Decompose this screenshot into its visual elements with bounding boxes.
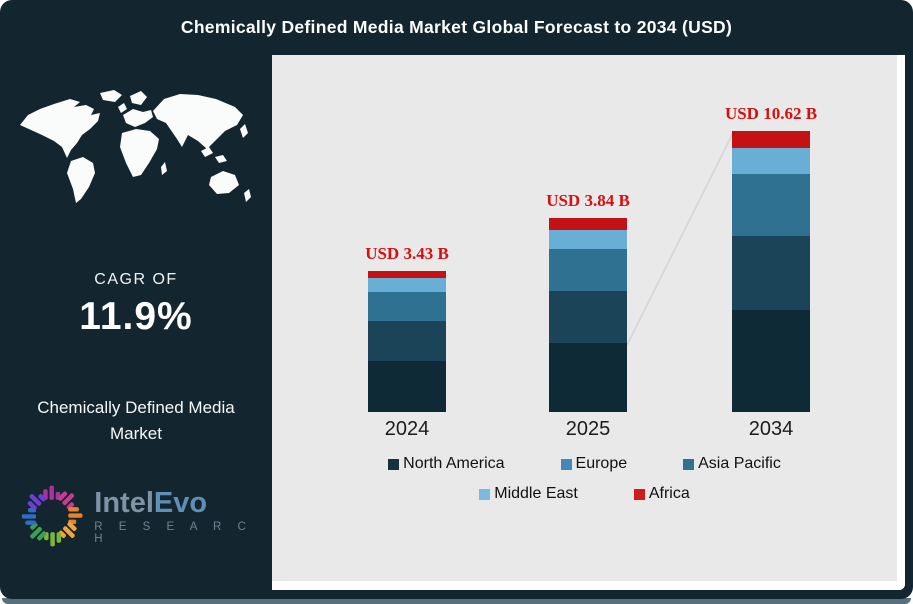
- brand-logo: IntelEvo R E S E A R C H: [20, 483, 272, 549]
- plot-area: USD 3.43 B 2024 USD 3.84 B 2025 USD 10.62 B 2…: [272, 55, 897, 581]
- legend-row-1: North America Europe Asia Pacific: [272, 455, 897, 473]
- legend-row-2: Middle East Africa: [272, 485, 897, 503]
- cagr-value: 11.9%: [79, 295, 193, 338]
- segment-2025-asia-pacific: [549, 249, 627, 291]
- legend-item-north-america: North America: [388, 455, 505, 473]
- chart-panel: USD 3.43 B 2024 USD 3.84 B 2025 USD 10.62 B 2…: [272, 55, 905, 590]
- legend-swatch-middle-east: [479, 488, 491, 500]
- legend-label-europe: Europe: [575, 455, 628, 472]
- axis-label-2024: 2024: [384, 418, 430, 440]
- legend-label-north-america: North America: [403, 455, 505, 472]
- axis-label-2034: 2034: [748, 418, 794, 440]
- sidebar: CAGR OF 11.9% Chemically Defined Media M…: [0, 55, 272, 599]
- total-value-label-2025: USD 3.84 B: [546, 191, 630, 210]
- segment-2034-europe: [732, 236, 810, 310]
- legend-label-middle-east: Middle East: [494, 485, 578, 502]
- bar-2025: [549, 218, 627, 412]
- segment-2024-europe: [368, 321, 446, 361]
- total-value-label-2024: USD 3.43 B: [365, 244, 449, 263]
- brand-name-evo: Evo: [153, 486, 208, 519]
- header-bar: Chemically Defined Media Market Global F…: [0, 0, 913, 55]
- legend-swatch-asia-pacific: [683, 458, 695, 470]
- segment-2025-africa: [549, 218, 627, 230]
- world-map-graphic: [20, 90, 251, 203]
- market-name: Chemically Defined Media Market: [37, 398, 235, 443]
- legend-label-asia-pacific: Asia Pacific: [698, 455, 781, 472]
- page-title: Chemically Defined Media Market Global F…: [180, 17, 733, 37]
- legend-label-africa: Africa: [648, 485, 690, 502]
- brand-name-intel: Intel: [94, 486, 154, 519]
- segment-2024-asia-pacific: [368, 292, 446, 321]
- segment-2025-europe: [549, 291, 627, 343]
- axis-label-2025: 2025: [565, 418, 611, 440]
- bottom-accent-strip: [2, 598, 911, 604]
- brand-subtitle: R E S E A R C H: [94, 520, 253, 545]
- trend-connector-line: [626, 132, 734, 346]
- brand-logo-icon: [21, 485, 83, 547]
- segment-2024-north-america: [368, 361, 446, 412]
- segment-2025-north-america: [549, 343, 627, 412]
- segment-2034-middle-east: [732, 148, 810, 174]
- segment-2034-asia-pacific: [732, 174, 810, 236]
- legend-swatch-north-america: [388, 458, 400, 470]
- legend-swatch-europe: [560, 458, 572, 470]
- bar-2024: [368, 271, 446, 412]
- segment-2034-north-america: [732, 310, 810, 412]
- segment-2025-middle-east: [549, 230, 627, 249]
- legend-item-africa: Africa: [633, 485, 690, 503]
- total-value-label-2034: USD 10.62 B: [724, 104, 818, 123]
- legend-item-middle-east: Middle East: [479, 485, 578, 503]
- bar-2034: [732, 131, 810, 412]
- legend-item-asia-pacific: Asia Pacific: [683, 455, 781, 473]
- segment-2034-africa: [732, 131, 810, 148]
- segment-2024-middle-east: [368, 278, 446, 292]
- brand-logo-text: IntelEvo R E S E A R C H: [94, 488, 272, 545]
- legend-item-europe: Europe: [560, 455, 628, 473]
- segment-2024-africa: [368, 271, 446, 278]
- legend-swatch-africa: [633, 488, 645, 500]
- cagr-label: CAGR OF: [94, 271, 178, 288]
